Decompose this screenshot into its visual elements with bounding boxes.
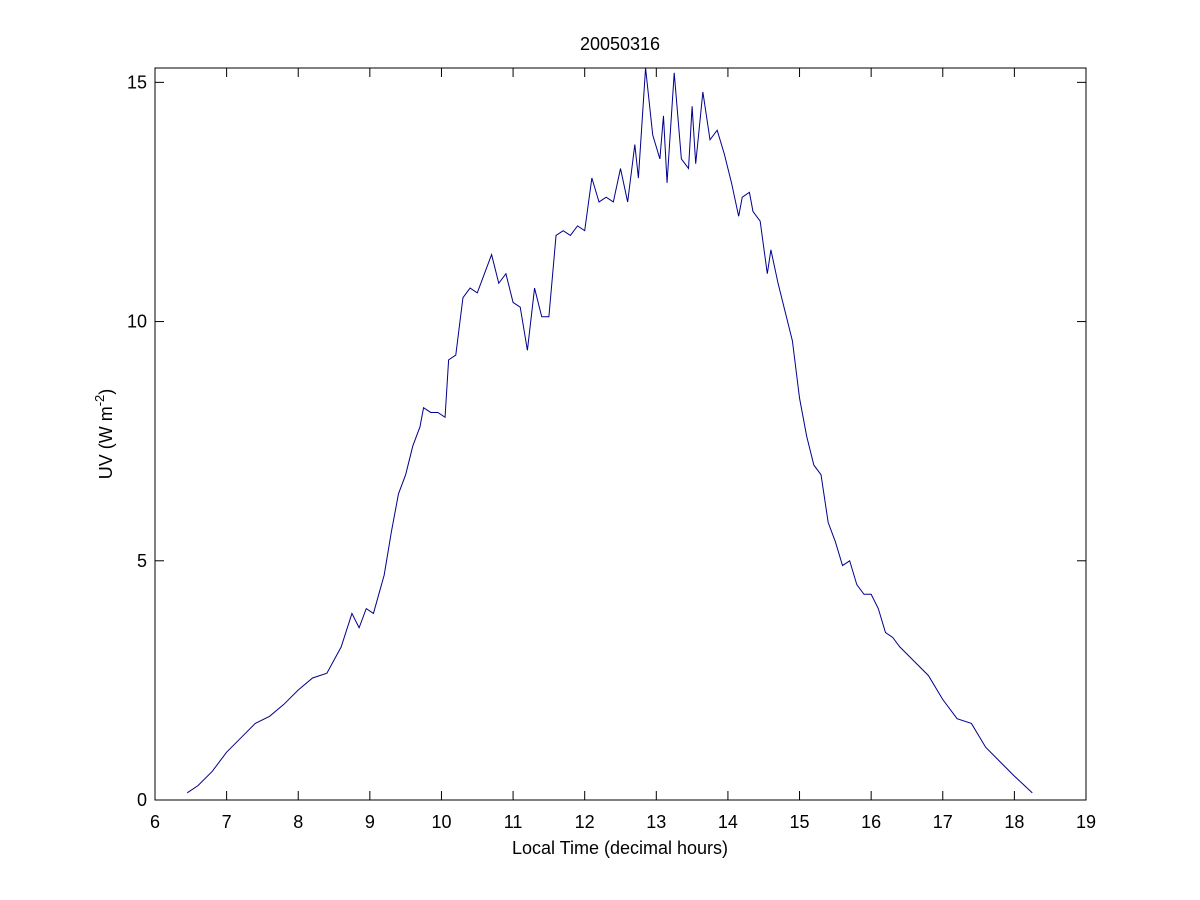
x-tick-label: 6 xyxy=(150,812,160,832)
y-label-part: UV (W m xyxy=(96,406,116,479)
y-tick-label: 15 xyxy=(127,72,147,92)
x-tick-label: 12 xyxy=(575,812,595,832)
x-tick-label: 18 xyxy=(1004,812,1024,832)
x-tick-label: 9 xyxy=(365,812,375,832)
x-tick-label: 11 xyxy=(504,812,523,832)
y-label-part: ) xyxy=(96,389,116,395)
x-axis-label: Local Time (decimal hours) xyxy=(512,838,728,858)
y-tick-label: 0 xyxy=(137,790,147,810)
x-tick-label: 19 xyxy=(1076,812,1096,832)
plot-area xyxy=(154,67,1087,801)
x-tick-label: 16 xyxy=(861,812,881,832)
x-tick-label: 10 xyxy=(431,812,451,832)
y-label-sup: -2 xyxy=(92,395,107,407)
x-tick-label: 13 xyxy=(646,812,666,832)
x-tick-label: 14 xyxy=(718,812,738,832)
y-tick-label: 10 xyxy=(127,312,147,332)
x-tick-label: 15 xyxy=(790,812,810,832)
chart-title: 20050316 xyxy=(580,34,660,54)
data-line xyxy=(186,67,1033,794)
y-tick-label: 5 xyxy=(137,551,147,571)
x-tick-label: 8 xyxy=(293,812,303,832)
y-axis-label: UV (W m-2) xyxy=(92,389,116,480)
x-tick-label: 7 xyxy=(222,812,232,832)
x-tick-label: 17 xyxy=(933,812,953,832)
